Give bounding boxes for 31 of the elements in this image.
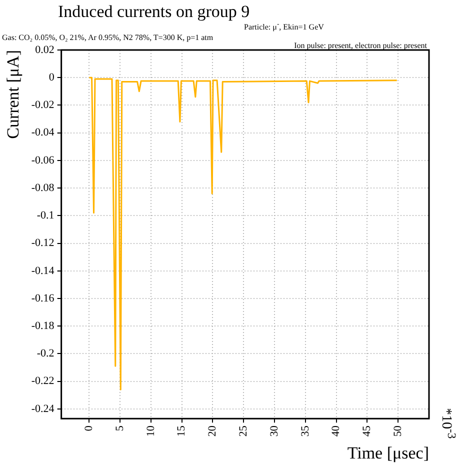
y-tick-label: -0.18 [31,320,55,332]
y-tick-label: -0.04 [31,126,55,139]
annotation: Ion pulse: present, electron pulse: present [294,41,427,50]
x-tick-label: 30 [268,425,280,437]
x-tick-label: 15 [176,425,188,437]
y-tick-label: -0.1 [36,210,54,222]
y-tick-label: 0 [48,72,55,84]
x-tick-label: 0 [83,425,96,432]
x-tick-label: 25 [238,425,250,437]
y-tick-label: -0.08 [31,182,55,194]
chart-subtitle: Particle: μ$^{-}$, Ekin=1 GeV [244,21,324,32]
chart-title: Induced currents on group 9 [58,2,250,22]
text: Gas: CO₂ 0.05%, O₂ 21%, Ar 0.95%, N2 78%, T=300 K, p=1 atm [2,33,214,42]
x-axis-title: Time [μsec] [347,443,429,462]
x-tick-label: 40 [330,425,342,437]
x-tick-label: 45 [361,425,374,437]
y-tick-label: -0.02 [31,99,54,112]
x-tick-label: 5 [114,425,126,432]
y-tick-label: -0.16 [31,292,55,304]
x-tick-label: 35 [299,425,312,437]
x-tick-label: 10 [144,425,157,437]
y-tick-label: -0.12 [31,237,54,250]
y-tick-label: -0.06 [31,154,55,166]
y-tick-label: 0.02 [35,44,54,56]
y-tick-label: -0.22 [31,375,54,388]
y-axis-title: Current [μA] [4,50,23,139]
x-tick-label: 50 [392,425,404,437]
x-tick-label: 20 [206,425,219,437]
y-tick-label: -0.14 [31,264,55,277]
y-tick-label: -0.2 [36,348,54,360]
y-tick-label: -0.24 [31,402,55,415]
